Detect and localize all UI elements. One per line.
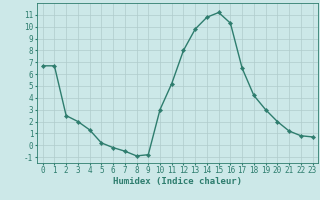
X-axis label: Humidex (Indice chaleur): Humidex (Indice chaleur) (113, 177, 242, 186)
